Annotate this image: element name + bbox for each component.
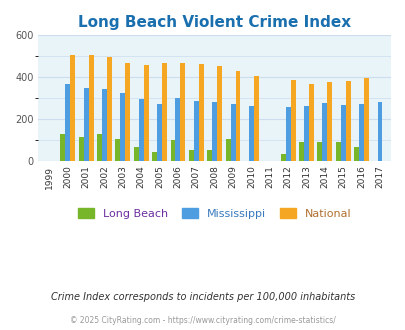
Bar [162,63,166,161]
Bar [107,57,112,161]
Bar [377,102,382,161]
Text: Crime Index corresponds to incidents per 100,000 inhabitants: Crime Index corresponds to incidents per… [51,292,354,302]
Bar [115,139,120,161]
Bar [157,104,162,161]
Bar [170,141,175,161]
Bar [335,142,340,161]
Bar [285,108,290,161]
Bar [290,80,295,161]
Bar [280,154,285,161]
Bar [230,104,235,161]
Bar [143,65,148,161]
Bar [217,66,222,161]
Bar [198,64,203,161]
Bar [193,101,198,161]
Bar [212,102,217,161]
Bar [120,93,125,161]
Bar [65,84,70,161]
Bar [188,150,193,161]
Bar [317,142,322,161]
Bar [326,82,332,161]
Bar [139,99,143,161]
Bar [322,103,326,161]
Bar [70,55,75,161]
Bar [125,62,130,161]
Bar [353,147,358,161]
Bar [175,98,180,161]
Bar [97,134,102,161]
Bar [253,76,258,161]
Bar [60,134,65,161]
Bar [363,78,368,161]
Bar [102,89,107,161]
Bar [79,137,83,161]
Bar [152,152,157,161]
Bar [298,142,303,161]
Bar [340,105,345,161]
Bar [303,106,308,161]
Bar [235,72,240,161]
Bar [180,63,185,161]
Text: © 2025 CityRating.com - https://www.cityrating.com/crime-statistics/: © 2025 CityRating.com - https://www.city… [70,316,335,325]
Bar [248,106,253,161]
Bar [225,139,230,161]
Title: Long Beach Violent Crime Index: Long Beach Violent Crime Index [78,15,350,30]
Bar [345,81,350,161]
Bar [308,84,313,161]
Bar [358,104,363,161]
Bar [133,147,139,161]
Bar [207,150,212,161]
Bar [88,55,93,161]
Bar [83,87,88,161]
Legend: Long Beach, Mississippi, National: Long Beach, Mississippi, National [73,204,355,224]
